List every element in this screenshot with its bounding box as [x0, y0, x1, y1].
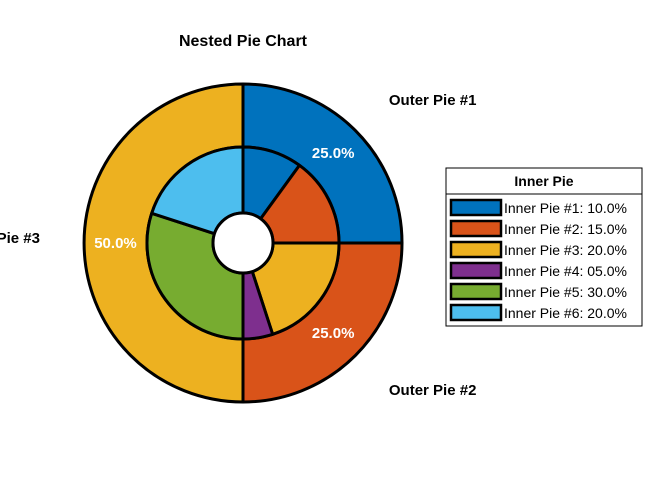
chart-title: Nested Pie Chart [179, 33, 308, 50]
outer-slice-percent: 50.0% [94, 235, 137, 252]
legend-swatch [449, 219, 503, 238]
ring-labels: 25.0% Outer Pie #1 25.0% Outer Pie #2 50.0% O… [0, 92, 476, 399]
center-hole [211, 211, 275, 275]
legend-swatch [449, 240, 503, 259]
legend-title: Inner Pie [514, 173, 573, 189]
legend-swatch [449, 282, 503, 301]
legend-swatch [449, 261, 503, 280]
inner-ring [145, 145, 341, 341]
legend-entry: Inner Pie #2: 15.0% [504, 221, 627, 237]
outer-slice-label: Outer Pie #1 [389, 92, 477, 109]
outer-slice-label: Outer Pie #2 [389, 382, 477, 399]
legend-entry: Inner Pie #5: 30.0% [504, 284, 627, 300]
legend-swatch [449, 198, 503, 217]
legend-swatch [449, 303, 503, 322]
outer-slice-percent: 25.0% [312, 145, 355, 162]
outer-slice-percent: 25.0% [312, 325, 355, 342]
outer-slice-label: Outer Pie #3 [0, 230, 40, 247]
legend: Inner Pie Inner Pie #1: 10.0% Inner Pie #2… [445, 167, 643, 327]
legend-entry: Inner Pie #4: 05.0% [504, 263, 627, 279]
legend-entry: Inner Pie #3: 20.0% [504, 242, 627, 258]
legend-entry: Inner Pie #1: 10.0% [504, 200, 627, 216]
legend-entry: Inner Pie #6: 20.0% [504, 305, 627, 321]
